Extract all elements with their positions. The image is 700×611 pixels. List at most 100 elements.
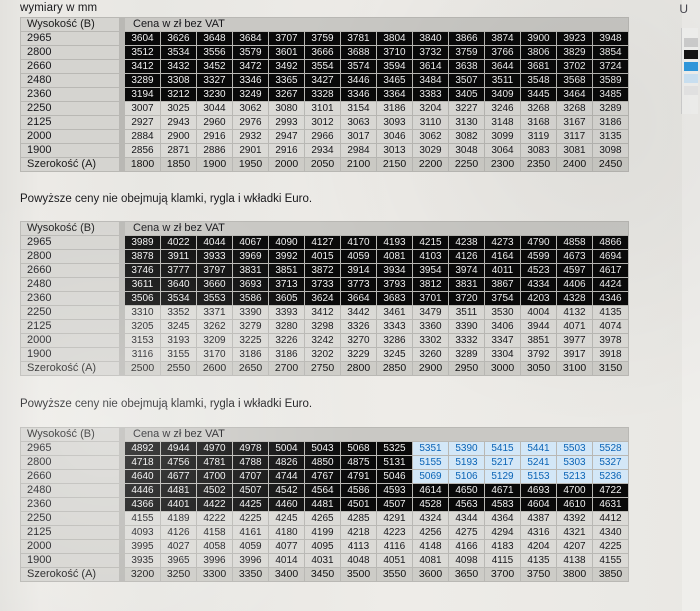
price-cell: 2856 <box>125 144 160 157</box>
column-gap <box>120 306 124 319</box>
price-cell: 3193 <box>161 334 196 347</box>
price-cell: 3432 <box>161 60 196 73</box>
width-cell: 3350 <box>233 568 268 581</box>
price-cell: 4115 <box>485 554 520 567</box>
price-cell: 3492 <box>269 60 304 73</box>
price-cell: 2984 <box>341 144 376 157</box>
price-cell: 4583 <box>485 498 520 511</box>
price-cell: 4098 <box>449 554 484 567</box>
price-cell: 3866 <box>449 32 484 45</box>
price-cell: 3226 <box>269 334 304 347</box>
price-cell: 4074 <box>593 320 628 333</box>
edge-swatch-light <box>684 86 698 95</box>
price-cell: 3954 <box>413 264 448 277</box>
price-cell: 4826 <box>269 456 304 469</box>
table-row: 2360 3194 3212 3230 3249 3267 3328 3346 3364 3383… <box>21 88 628 101</box>
price-cell: 3130 <box>449 116 484 129</box>
price-cell: 3390 <box>233 306 268 319</box>
price-cell: 3914 <box>341 264 376 277</box>
width-cell: 3100 <box>557 362 592 375</box>
table-row: 2800 3512 3534 3556 3579 3601 3666 3688 3710 3732… <box>21 46 628 59</box>
price-cell: 4387 <box>521 512 556 525</box>
column-gap <box>120 116 124 129</box>
price-cell: 4614 <box>413 484 448 497</box>
price-table: Wysokość (B) Cena w zł bez VAT 2965 4892 494… <box>20 427 629 582</box>
width-cell: 3500 <box>341 568 376 581</box>
table-header-row: Wysokość (B) Cena w zł bez VAT <box>21 222 628 235</box>
price-cell: 4155 <box>125 512 160 525</box>
price-cell: 3119 <box>521 130 556 143</box>
price-cell: 4460 <box>269 498 304 511</box>
price-cell: 5236 <box>593 470 628 483</box>
price-cell: 4700 <box>197 470 232 483</box>
table-row: 1900 3935 3965 3996 3996 4014 4031 4048 4051 4081… <box>21 554 628 567</box>
price-table-block-1: Wysokość (B) Cena w zł bez VAT 2965 3604 362… <box>20 17 629 172</box>
table-row: 2660 3412 3432 3452 3472 3492 3554 3574 3594 3614… <box>21 60 628 73</box>
price-cell: 4273 <box>485 236 520 249</box>
width-cell: 3650 <box>449 568 484 581</box>
edge-fragment-letter: U <box>679 2 688 16</box>
price-cell: 4791 <box>341 470 376 483</box>
price-cell: 3048 <box>449 144 484 157</box>
price-cell: 4364 <box>485 512 520 525</box>
price-cell: 3286 <box>377 334 412 347</box>
price-cell: 3996 <box>197 554 232 567</box>
price-cell: 3099 <box>485 130 520 143</box>
price-cell: 3766 <box>485 46 520 59</box>
price-cell: 3194 <box>125 88 160 101</box>
price-cell: 2947 <box>269 130 304 143</box>
price-cell: 3831 <box>449 278 484 291</box>
price-cell: 4225 <box>233 512 268 525</box>
price-cell: 3427 <box>305 74 340 87</box>
price-cell: 3212 <box>161 88 196 101</box>
price-cell: 4604 <box>521 498 556 511</box>
price-cell: 4138 <box>557 554 592 567</box>
price-cell: 4340 <box>593 526 628 539</box>
price-cell: 3660 <box>197 278 232 291</box>
price-cell: 4767 <box>305 470 340 483</box>
price-cell: 5351 <box>413 442 448 455</box>
price-cell: 4148 <box>413 540 448 553</box>
width-cell: 2900 <box>413 362 448 375</box>
price-cell: 3346 <box>233 74 268 87</box>
price-cell: 3644 <box>485 60 520 73</box>
price-cell: 3326 <box>341 320 376 333</box>
price-cell: 4071 <box>557 320 592 333</box>
table-header-row: Wysokość (B) Cena w zł bez VAT <box>21 18 628 31</box>
price-cell: 3995 <box>125 540 160 553</box>
price-cell: 4693 <box>521 484 556 497</box>
price-cell: 4501 <box>341 498 376 511</box>
table-row: 2660 3746 3777 3797 3831 3851 3872 3914 3934 3954… <box>21 264 628 277</box>
price-cell: 4744 <box>269 470 304 483</box>
column-gap <box>120 60 124 73</box>
price-cell: 2976 <box>233 116 268 129</box>
price-cell: 3989 <box>125 236 160 249</box>
price-cell: 5327 <box>593 456 628 469</box>
price-cell: 4597 <box>557 264 592 277</box>
price-cell: 5415 <box>485 442 520 455</box>
price-cell: 3371 <box>197 306 232 319</box>
price-cell: 3442 <box>341 306 376 319</box>
price-cell: 4011 <box>485 264 520 277</box>
price-cell: 4412 <box>593 512 628 525</box>
width-cell: 3300 <box>197 568 232 581</box>
price-table: Wysokość (B) Cena w zł bez VAT 2965 3989 402… <box>20 221 629 376</box>
price-cell: 4401 <box>161 498 196 511</box>
price-cell: 3098 <box>593 144 628 157</box>
column-gap <box>120 498 124 511</box>
price-cell: 3406 <box>485 320 520 333</box>
price-cell: 3484 <box>413 74 448 87</box>
width-cell: 3400 <box>269 568 304 581</box>
price-cell: 4523 <box>521 264 556 277</box>
column-gap <box>120 278 124 291</box>
width-cell: 2850 <box>377 362 412 375</box>
price-cell: 4095 <box>305 540 340 553</box>
price-cell: 3733 <box>305 278 340 291</box>
price-cell: 4127 <box>305 236 340 249</box>
price-cell: 3710 <box>377 46 412 59</box>
price-cell: 3829 <box>557 46 592 59</box>
row-height-label: 2250 <box>21 102 119 115</box>
price-cell: 3186 <box>593 116 628 129</box>
price-cell: 3260 <box>413 348 448 361</box>
price-cell: 4113 <box>341 540 376 553</box>
